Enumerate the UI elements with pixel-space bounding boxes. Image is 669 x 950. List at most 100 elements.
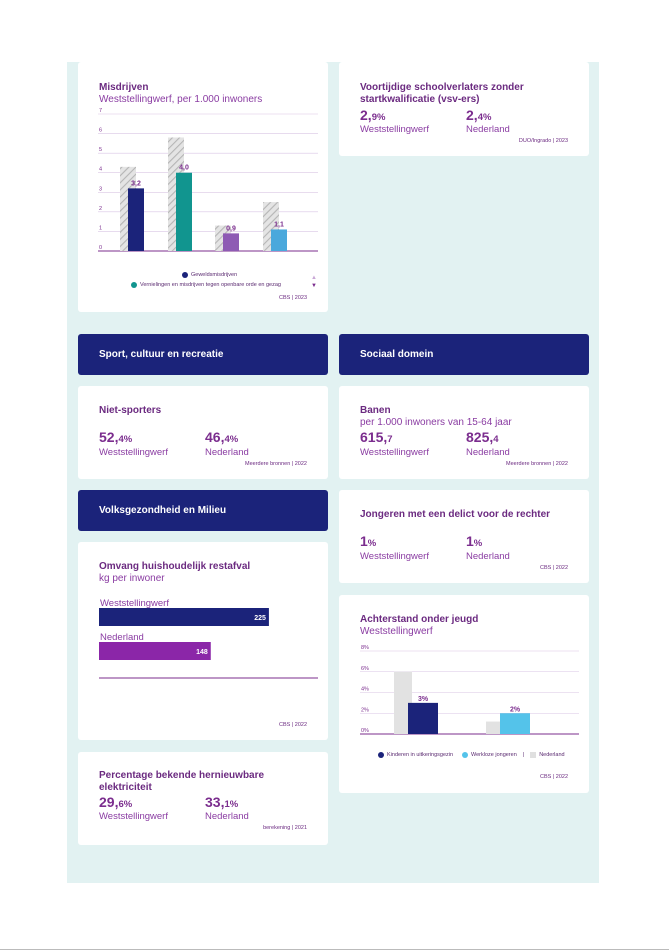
source-note: berekening | 2021 — [263, 825, 307, 831]
bar-category-label: Nederland — [100, 632, 144, 643]
value-label: Nederland — [466, 124, 510, 135]
card-subtitle: Weststellingwerf — [360, 626, 433, 637]
y-tick-label: 6% — [361, 666, 369, 672]
bar-weststellingwerf — [271, 229, 287, 251]
hernieuwbaar-card: Percentage bekende hernieuwbare elektric… — [78, 752, 328, 845]
value-label: Weststellingwerf — [360, 124, 429, 135]
bar-weststellingwerf — [176, 172, 192, 251]
value-main: 52, — [99, 429, 119, 445]
value-decimal: 4% — [224, 434, 239, 445]
bar-nederland — [394, 671, 412, 734]
bar — [99, 608, 269, 626]
legend-item: Kinderen in uitkeringsgezin — [378, 752, 453, 758]
card-title-line2: elektriciteit — [99, 782, 152, 793]
value-nederland: 46,4% — [205, 429, 238, 445]
y-tick-label: 2 — [99, 206, 102, 212]
section-header-volksgezondheid: Volksgezondheid en Milieu — [78, 490, 328, 531]
section-title: Sport, cultuur en recreatie — [99, 349, 224, 360]
value-nederland: 33,1% — [205, 794, 238, 810]
value-decimal: 7 — [387, 434, 393, 445]
value-decimal: 4% — [118, 434, 133, 445]
value-main: 33, — [205, 794, 225, 810]
value-nederland: 2,4% — [466, 107, 491, 123]
card-subtitle: per 1.000 inwoners van 15-64 jaar — [360, 417, 512, 428]
card-title: Banen — [360, 405, 391, 416]
value-main: 825, — [466, 429, 494, 445]
y-tick-label: 8% — [361, 645, 369, 651]
scroll-down-icon[interactable]: ▼ — [311, 283, 317, 289]
y-tick-label: 7 — [99, 108, 102, 114]
source-note: CBS | 2022 — [539, 774, 568, 780]
legend-dot — [378, 752, 384, 758]
banen-card: Banen per 1.000 inwoners van 15-64 jaar … — [339, 386, 589, 479]
misdrijven-card: Misdrijven Weststellingwerf, per 1.000 i… — [78, 62, 328, 312]
value-weststellingwerf: 1% — [360, 533, 376, 549]
y-tick-label: 4% — [361, 687, 369, 693]
card-title-line1: Voortijdige schoolverlaters zonder — [360, 82, 524, 93]
misdrijven-chart: 0 1 2 3 4 5 6 7 3,2 4,0 0,9 1,1 — [98, 108, 318, 252]
source-note: CBS | 2022 — [539, 565, 568, 571]
bar-value-label: 1,1 — [274, 221, 284, 228]
y-tick-label: 4 — [99, 167, 102, 173]
value-decimal: 6% — [118, 799, 133, 810]
value-label: Weststellingwerf — [360, 551, 429, 562]
y-tick-label: 0% — [361, 728, 369, 734]
card-title-line2: startkwalificatie (vsv-ers) — [360, 94, 480, 105]
value-nederland: 825,4 — [466, 429, 499, 445]
section-title: Volksgezondheid en Milieu — [99, 505, 227, 516]
value-main: 1 — [466, 533, 474, 549]
value-main: 1 — [360, 533, 368, 549]
value-label: Nederland — [466, 551, 510, 562]
restafval-chart: Weststellingwerf 225 Nederland 148 — [99, 598, 318, 679]
delict-card: Jongeren met een delict voor de rechter … — [339, 490, 589, 583]
source-note: CBS | 2022 — [278, 722, 307, 728]
vsv-card: Voortijdige schoolverlaters zonder start… — [339, 62, 589, 156]
value-weststellingwerf: 615,7 — [360, 429, 393, 445]
y-tick-label: 5 — [99, 147, 102, 153]
restafval-card: Omvang huishoudelijk restafval kg per in… — [78, 542, 328, 740]
value-decimal: % — [367, 538, 377, 549]
card-title: Niet-sporters — [99, 405, 162, 416]
bar-value-label: 3% — [418, 696, 429, 703]
bar-weststellingwerf — [128, 188, 144, 251]
source-note: Meerdere bronnen | 2022 — [506, 461, 568, 467]
y-tick-label: 6 — [99, 128, 102, 134]
value-label: Weststellingwerf — [99, 811, 168, 822]
value-label: Nederland — [466, 447, 510, 458]
y-tick-label: 1 — [99, 225, 102, 231]
legend-label: Vernielingen en misdrijven tegen openbar… — [140, 282, 281, 288]
value-label: Weststellingwerf — [360, 447, 429, 458]
legend-label: Nederland — [539, 752, 565, 758]
value-label: Nederland — [205, 447, 249, 458]
bar-weststellingwerf — [500, 713, 530, 734]
bar-nederland — [486, 721, 504, 734]
scroll-up-icon[interactable]: ▲ — [311, 275, 317, 281]
bar-value-label: 4,0 — [179, 165, 189, 172]
value-decimal: % — [473, 538, 483, 549]
card-title: Jongeren met een delict voor de rechter — [360, 509, 551, 520]
source-note: Meerdere bronnen | 2022 — [245, 461, 307, 467]
source-note: DUO/Ingrado | 2023 — [518, 138, 568, 144]
value-decimal: 4% — [477, 112, 492, 123]
card-subtitle: Weststellingwerf, per 1.000 inwoners — [99, 94, 263, 105]
y-tick-label: 2% — [361, 707, 369, 713]
legend-item: Vernielingen en misdrijven tegen openbar… — [131, 282, 281, 288]
bar-value-label: 2% — [510, 706, 521, 713]
source-note: CBS | 2023 — [278, 295, 307, 301]
legend-dot — [182, 272, 188, 278]
legend-item: Werkloze jongeren | Nederland — [462, 752, 565, 758]
bar-category-label: Weststellingwerf — [100, 598, 169, 609]
value-weststellingwerf: 2,9% — [360, 107, 385, 123]
bar-value-label: 3,2 — [131, 180, 141, 187]
card-title: Omvang huishoudelijk restafval — [99, 561, 251, 572]
value-decimal: 4 — [493, 434, 499, 445]
niet-sporters-card: Niet-sporters 52,4% Weststellingwerf 46,… — [78, 386, 328, 479]
legend-dot — [131, 282, 137, 288]
value-decimal: 1% — [224, 799, 239, 810]
achterstand-chart: 0% 2% 4% 6% 8% 3% 2% — [360, 645, 579, 735]
bar — [99, 642, 211, 660]
value-label: Weststellingwerf — [99, 447, 168, 458]
value-main: 29, — [99, 794, 119, 810]
legend-label: Geweldsmisdrijven — [191, 272, 238, 278]
card-title-line1: Percentage bekende hernieuwbare — [99, 770, 265, 781]
